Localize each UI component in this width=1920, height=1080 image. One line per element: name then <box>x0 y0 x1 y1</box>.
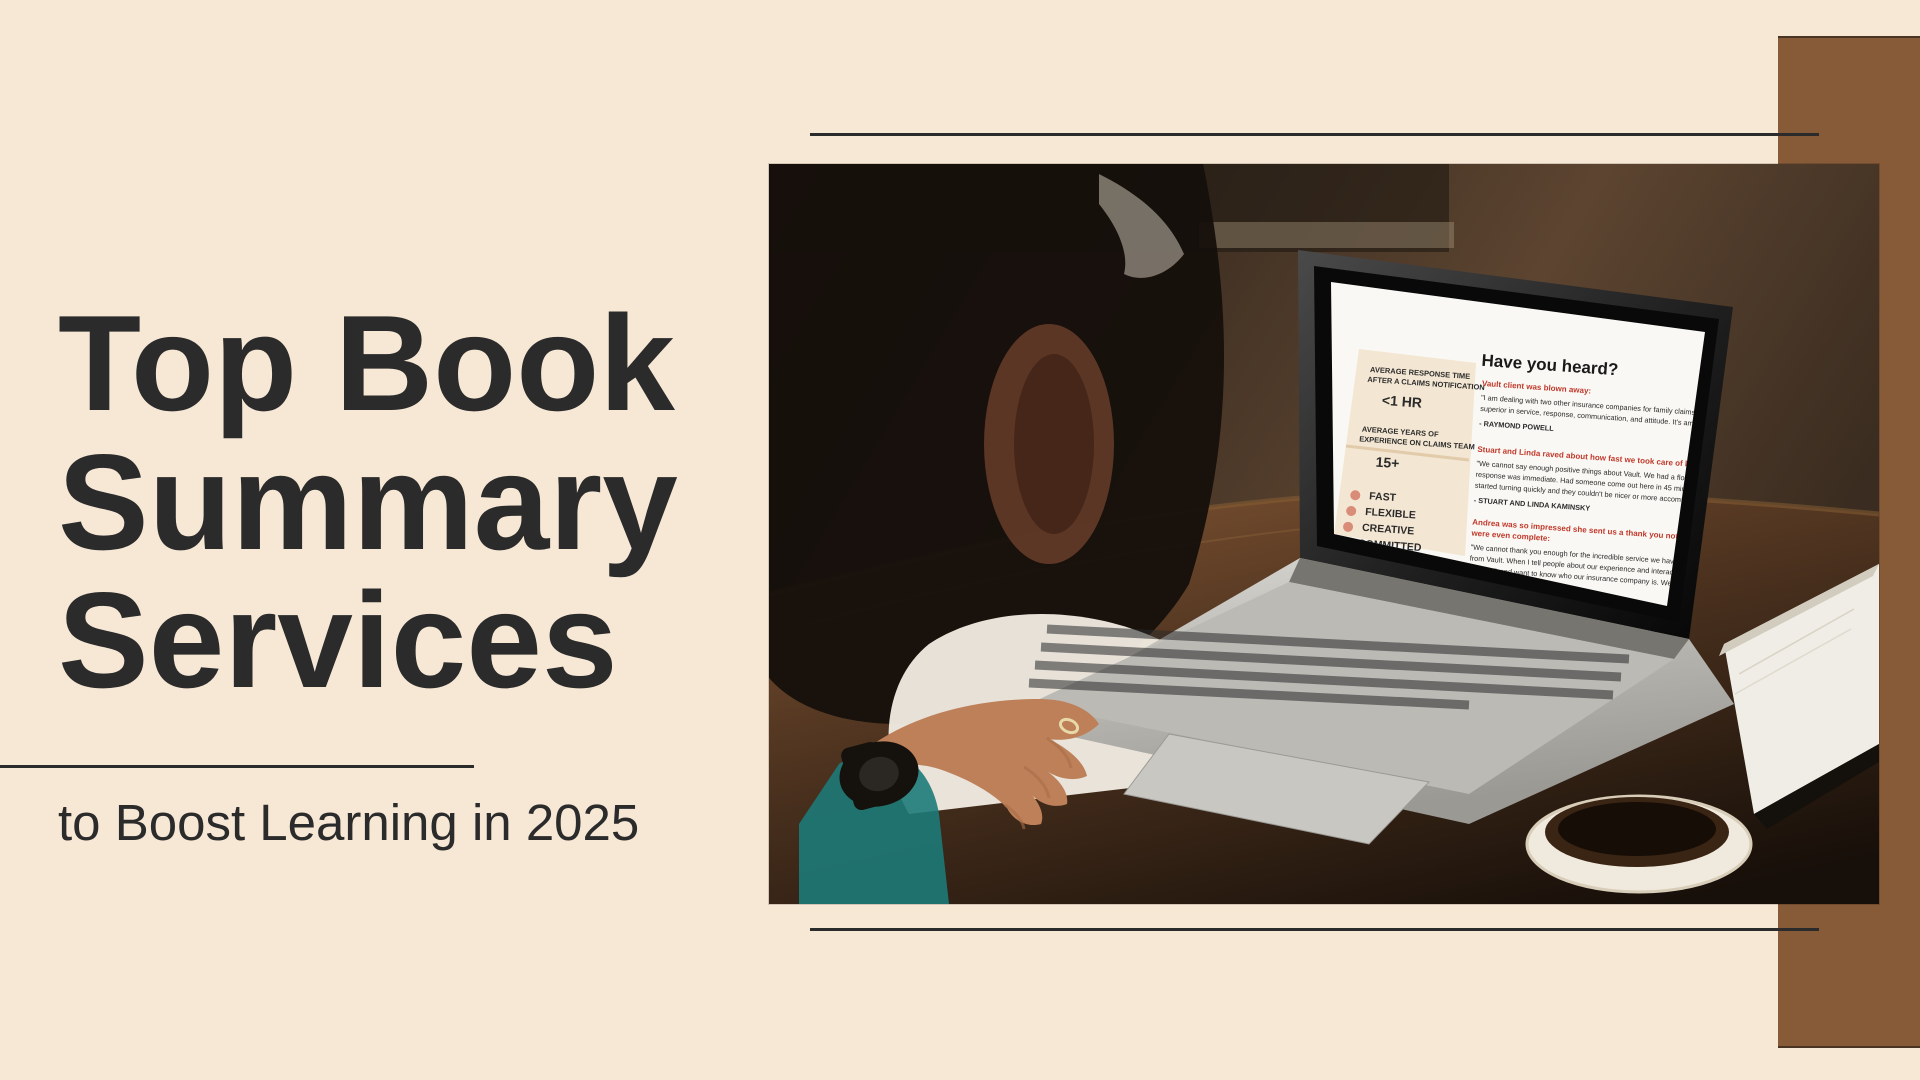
svg-text:15+: 15+ <box>1375 454 1400 472</box>
svg-text:FAST: FAST <box>1369 490 1397 504</box>
svg-text:<1 HR: <1 HR <box>1381 392 1422 411</box>
